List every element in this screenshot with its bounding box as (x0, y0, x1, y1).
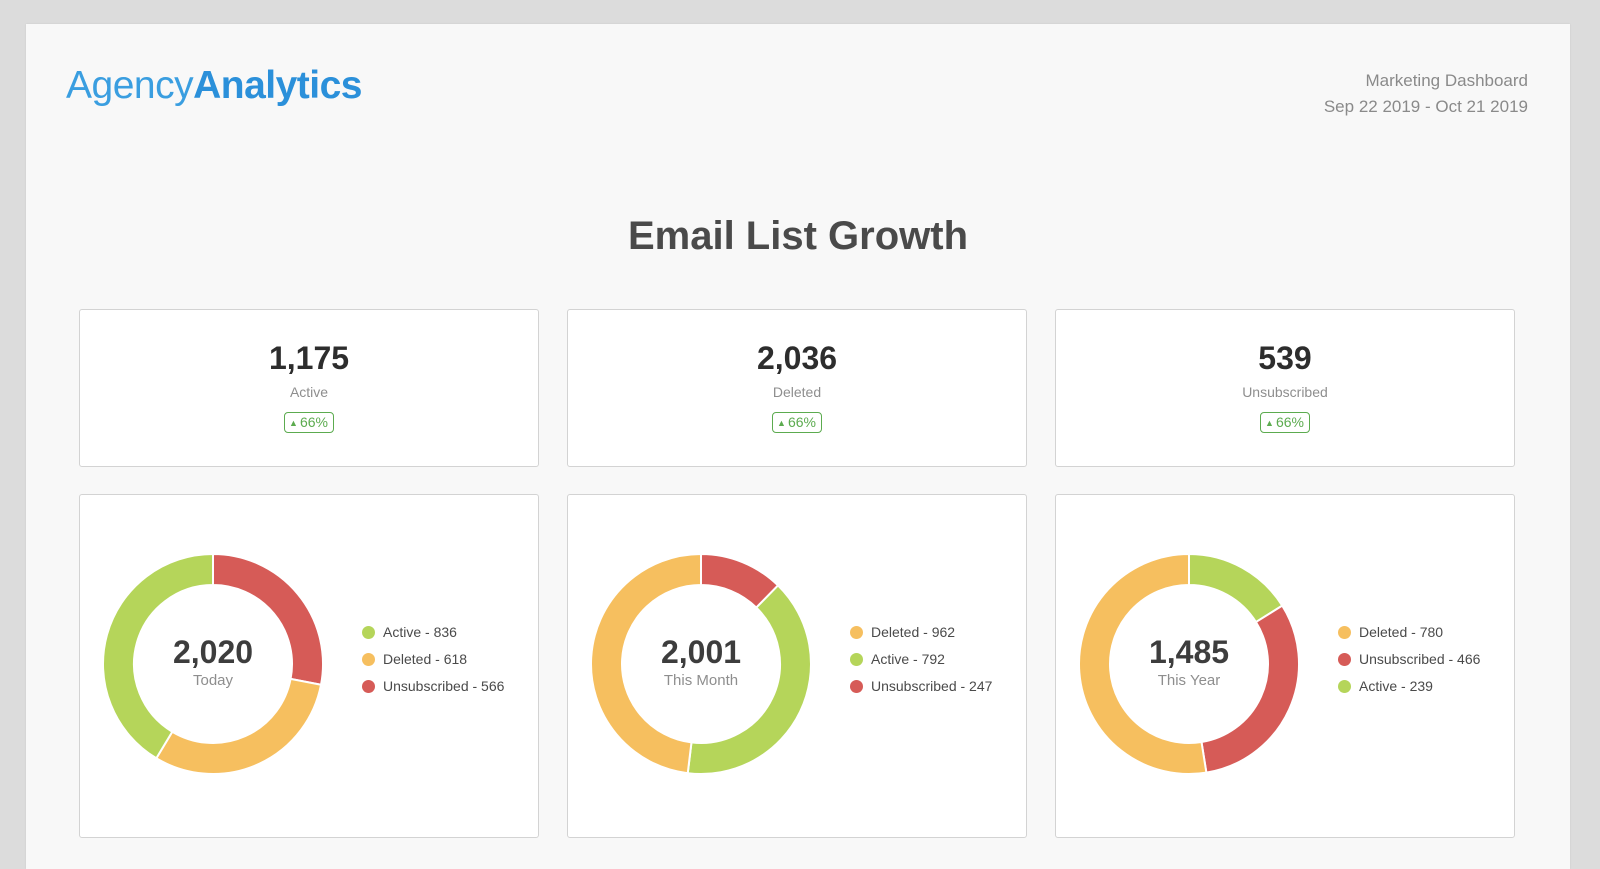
donut-slice-active[interactable] (686, 584, 812, 775)
legend-label: Active - 792 (871, 651, 945, 667)
donut-card-this-month: 2,001 This Month Deleted - 962 Active - 7… (567, 494, 1027, 838)
legend-item-active[interactable]: Active - 792 (850, 648, 992, 675)
donut-legend: Deleted - 780 Unsubscribed - 466 Active - … (1338, 621, 1480, 702)
legend-label: Deleted - 618 (383, 651, 468, 667)
legend-label: Active - 239 (1359, 678, 1433, 694)
kpi-value: 2,036 (756, 340, 838, 376)
legend-item-active[interactable]: Active - 239 (1338, 675, 1480, 702)
legend-label: Unsubscribed - 466 (1359, 651, 1481, 667)
page-title: Email List Growth (627, 214, 969, 258)
legend-label: Deleted - 962 (871, 624, 956, 640)
report-meta: Marketing Dashboard Sep 22 2019 - Oct 21… (1324, 68, 1528, 120)
kpi-card-unsubscribed: 539 Unsubscribed ▲ 66% (1055, 309, 1515, 467)
trend-up-icon: ▲ (1265, 418, 1274, 428)
legend-dot-icon (1338, 680, 1351, 693)
donut-slice-deleted[interactable] (154, 677, 323, 775)
donut-center-value: 1,485 (1148, 634, 1230, 670)
date-range: Sep 22 2019 - Oct 21 2019 (1323, 97, 1528, 116)
donut-slice-deleted[interactable] (1078, 553, 1208, 775)
change-value: 66% (787, 414, 816, 430)
legend-dot-icon (1338, 626, 1351, 639)
legend-label: Deleted - 780 (1359, 624, 1444, 640)
logo-text-bold: Analytics (193, 64, 362, 107)
donut-legend: Active - 836 Deleted - 618 Unsubscribed - … (362, 621, 504, 702)
donut-center-label: This Year (1157, 672, 1221, 689)
change-badge: ▲ 66% (284, 412, 334, 433)
kpi-card-active: 1,175 Active ▲ 66% (79, 309, 539, 467)
legend-item-unsubscribed[interactable]: Unsubscribed - 247 (850, 675, 992, 702)
donut-slice-active[interactable] (102, 553, 214, 760)
legend-dot-icon (362, 653, 375, 666)
donut-card-today: 2,020 Today Active - 836 Deleted - 618 Uns… (79, 494, 539, 838)
legend-dot-icon (850, 653, 863, 666)
kpi-card-deleted: 2,036 Deleted ▲ 66% (567, 309, 1027, 467)
kpi-label: Deleted (772, 384, 822, 400)
agency-analytics-logo: AgencyAnalytics (66, 66, 362, 105)
donut-chart-this-month (590, 553, 812, 775)
legend-dot-icon (1338, 653, 1351, 666)
change-value: 66% (299, 414, 328, 430)
report-page: AgencyAnalytics Marketing Dashboard Sep … (26, 24, 1570, 869)
legend-item-deleted[interactable]: Deleted - 618 (362, 648, 504, 675)
donut-center-value: 2,001 (660, 634, 742, 670)
legend-item-active[interactable]: Active - 836 (362, 621, 504, 648)
donut-center-label: This Month (663, 672, 739, 689)
kpi-label: Unsubscribed (1242, 384, 1328, 400)
legend-item-unsubscribed[interactable]: Unsubscribed - 466 (1338, 648, 1480, 675)
legend-dot-icon (362, 680, 375, 693)
donut-slice-active[interactable] (1188, 553, 1284, 624)
kpi-value: 1,175 (268, 340, 350, 376)
donut-chart-today (102, 553, 324, 775)
kpi-label: Active (289, 384, 329, 400)
change-value: 66% (1275, 414, 1304, 430)
change-badge: ▲ 66% (772, 412, 822, 433)
donut-card-this-year: 1,485 This Year Deleted - 780 Unsubscribe… (1055, 494, 1515, 838)
trend-up-icon: ▲ (777, 418, 786, 428)
legend-label: Unsubscribed - 247 (871, 678, 993, 694)
donut-slice-deleted[interactable] (590, 553, 702, 775)
donut-chart-this-year (1078, 553, 1300, 775)
legend-label: Unsubscribed - 566 (383, 678, 505, 694)
change-badge: ▲ 66% (1260, 412, 1310, 433)
legend-label: Active - 836 (383, 624, 457, 640)
legend-item-unsubscribed[interactable]: Unsubscribed - 566 (362, 675, 504, 702)
legend-dot-icon (362, 626, 375, 639)
donut-legend: Deleted - 962 Active - 792 Unsubscribed - … (850, 621, 992, 702)
donut-center-value: 2,020 (172, 634, 254, 670)
legend-dot-icon (850, 626, 863, 639)
legend-item-deleted[interactable]: Deleted - 780 (1338, 621, 1480, 648)
kpi-value: 539 (1258, 340, 1312, 376)
legend-item-deleted[interactable]: Deleted - 962 (850, 621, 992, 648)
logo-text-light: Agency (66, 64, 194, 107)
trend-up-icon: ▲ (289, 418, 298, 428)
dashboard-name: Marketing Dashboard (1365, 71, 1528, 90)
legend-dot-icon (850, 680, 863, 693)
donut-center-label: Today (192, 672, 234, 689)
